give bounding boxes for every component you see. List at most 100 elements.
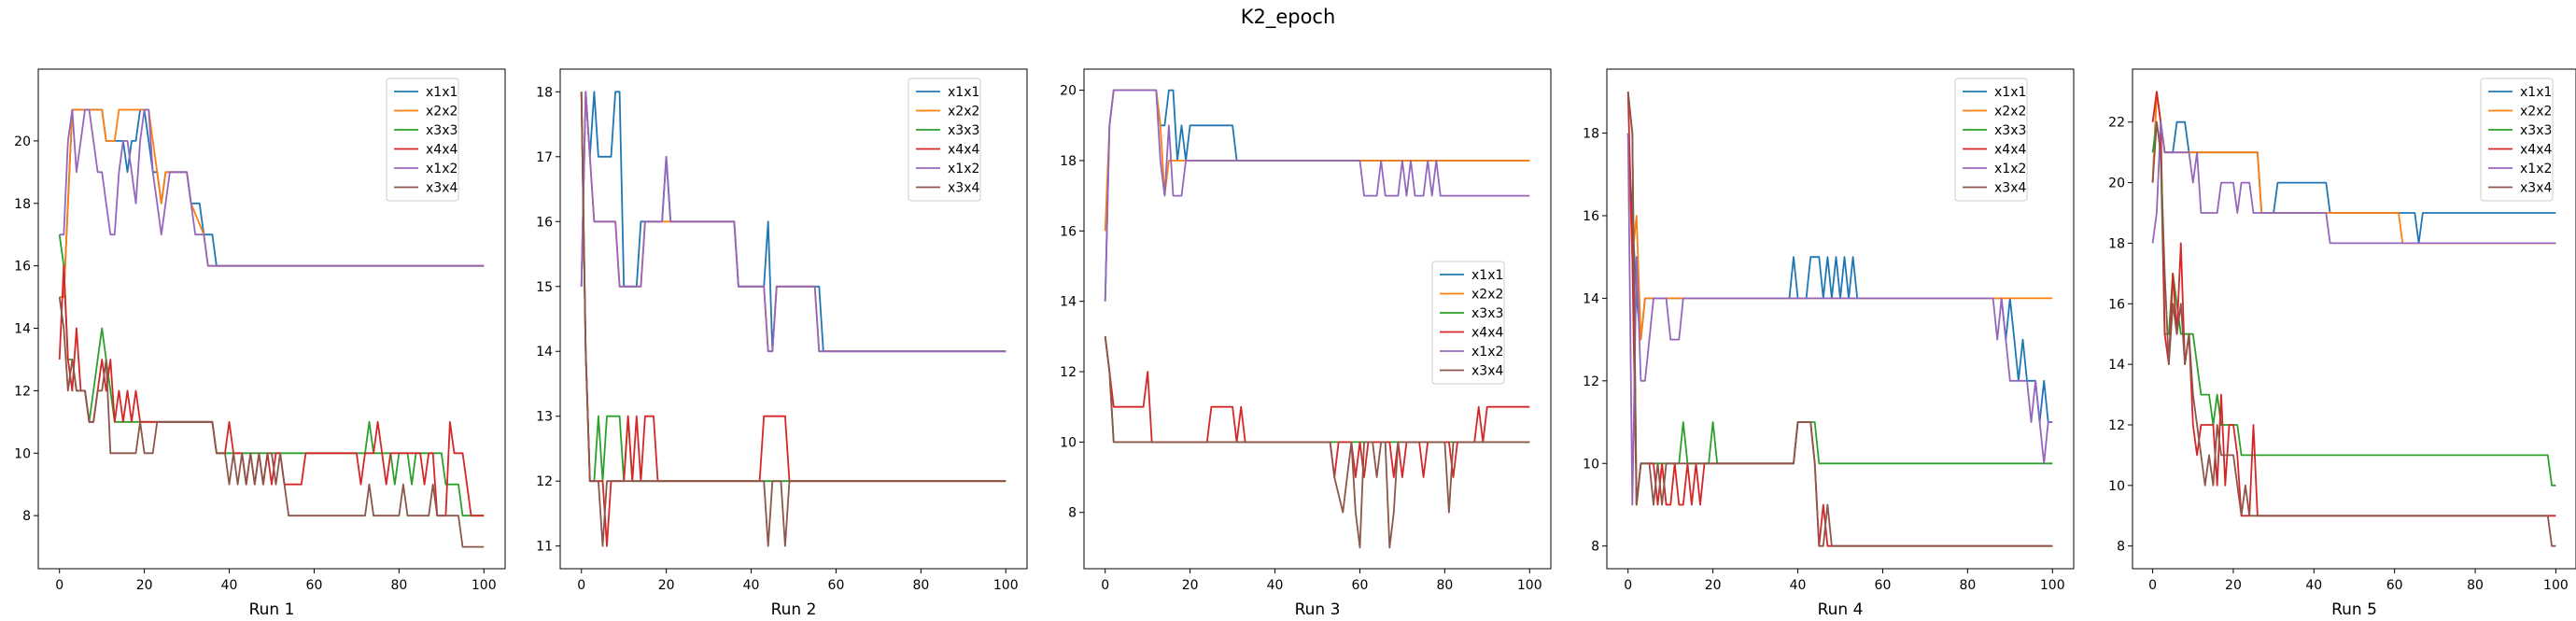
legend-label-x3x3: x3x3 <box>2520 123 2552 138</box>
axes-frame <box>37 68 506 570</box>
legend-label-x4x4: x4x4 <box>1471 326 1503 341</box>
figure-title: K2_epoch <box>1240 6 1336 28</box>
y-tick-label: 8 <box>2117 540 2125 555</box>
x-tick-label: 0 <box>55 578 63 593</box>
y-tick-label: 10 <box>2108 479 2125 494</box>
y-tick-label: 12 <box>536 474 553 489</box>
series-line-x1x2 <box>2151 120 2556 245</box>
y-tick-label: 14 <box>1060 295 1077 310</box>
y-tick-label: 14 <box>14 322 31 337</box>
y-tick-label: 17 <box>536 150 553 165</box>
legend-box <box>386 78 459 202</box>
legend-label-x3x4: x3x4 <box>2520 181 2552 196</box>
x-tick-label: 20 <box>658 578 675 593</box>
legend-label-x1x2: x1x2 <box>426 162 457 176</box>
y-tick-label: 12 <box>2108 418 2125 433</box>
series-line-x3x4 <box>2151 120 2556 547</box>
legend-label-x1x1: x1x1 <box>1471 268 1503 283</box>
y-tick-label: 20 <box>14 134 31 149</box>
x-tick-label: 20 <box>136 578 153 593</box>
x-tick-label: 20 <box>1182 578 1199 593</box>
legend-label-x2x2: x2x2 <box>2520 105 2552 120</box>
legend: x1x1 x2x2 x3x3 x4x4 x1x2 x3x4 <box>386 78 459 202</box>
chart-panel-5: 0 20 40 60 80 100 8 10 12 14 16 18 20 22 Run 5 x1x1 x2x2… <box>2108 68 2576 619</box>
chart-panel-3: 0 20 40 60 80 100 8 10 12 14 16 18 20 Run 3 x1x1 x2x2 x3… <box>1060 68 1552 619</box>
x-axis-label: Run 4 <box>1818 600 1864 619</box>
y-tick-label: 14 <box>2108 358 2125 373</box>
legend-label-x3x4: x3x4 <box>1994 181 2026 196</box>
y-tick-label: 10 <box>1583 457 1599 472</box>
y-tick-label: 20 <box>2108 176 2125 191</box>
legend-box <box>1954 78 2028 202</box>
y-tick-label: 16 <box>1060 224 1077 239</box>
legend-label-x4x4: x4x4 <box>948 143 979 158</box>
legend-label-x2x2: x2x2 <box>1994 105 2026 120</box>
series-line-x3x4 <box>580 92 1006 547</box>
x-tick-label: 80 <box>912 578 929 593</box>
legend-label-x1x2: x1x2 <box>1471 345 1503 360</box>
legend-box <box>908 78 981 202</box>
legend: x1x1 x2x2 x3x3 x4x4 x1x2 x3x4 <box>908 78 981 202</box>
y-tick-label: 20 <box>1060 84 1077 99</box>
legend-label-x1x1: x1x1 <box>426 85 457 100</box>
y-tick-label: 14 <box>536 345 553 360</box>
legend-box <box>1431 261 1505 385</box>
series-line-x3x3 <box>58 234 485 517</box>
y-tick-label: 12 <box>1583 374 1599 389</box>
legend: x1x1 x2x2 x3x3 x4x4 x1x2 x3x4 <box>1954 78 2028 202</box>
x-axis-label: Run 2 <box>771 600 817 619</box>
y-tick-label: 14 <box>1583 291 1599 306</box>
y-tick-label: 11 <box>536 540 553 555</box>
x-tick-label: 40 <box>2305 578 2322 593</box>
x-tick-label: 60 <box>1875 578 1892 593</box>
axes-frame <box>2132 68 2576 570</box>
legend: x1x1 x2x2 x3x3 x4x4 x1x2 x3x4 <box>1431 261 1505 385</box>
x-tick-label: 100 <box>1517 578 1542 593</box>
series-line-x1x2 <box>59 108 485 267</box>
legend-label-x1x1: x1x1 <box>948 85 979 100</box>
x-tick-label: 0 <box>1101 578 1109 593</box>
x-axis-label: Run 1 <box>249 600 295 619</box>
x-tick-label: 100 <box>472 578 497 593</box>
x-tick-label: 100 <box>2543 578 2569 593</box>
x-tick-label: 60 <box>1352 578 1369 593</box>
x-tick-label: 100 <box>993 578 1019 593</box>
x-tick-label: 40 <box>1267 578 1284 593</box>
legend-box <box>2480 78 2554 202</box>
x-tick-label: 60 <box>306 578 323 593</box>
legend-label-x2x2: x2x2 <box>426 105 457 120</box>
y-tick-label: 18 <box>536 85 553 100</box>
y-tick-label: 18 <box>1060 154 1077 169</box>
x-tick-label: 20 <box>2225 578 2242 593</box>
y-tick-label: 13 <box>536 410 553 425</box>
y-tick-label: 16 <box>536 215 553 230</box>
x-tick-label: 80 <box>1959 578 1976 593</box>
chart-panel-2: 0 20 40 60 80 100 11 12 13 14 15 16 17 18 Run 2 x1x1 x2x… <box>536 68 1028 619</box>
x-tick-label: 0 <box>577 578 585 593</box>
legend-label-x2x2: x2x2 <box>948 105 979 120</box>
axes-frame <box>1083 68 1552 570</box>
x-tick-label: 0 <box>1624 578 1632 593</box>
x-tick-label: 60 <box>828 578 845 593</box>
legend-label-x1x1: x1x1 <box>1994 85 2026 100</box>
legend-label-x1x2: x1x2 <box>1994 162 2026 176</box>
x-tick-label: 80 <box>1436 578 1453 593</box>
legend-label-x3x4: x3x4 <box>1471 364 1503 379</box>
x-tick-label: 40 <box>743 578 760 593</box>
y-tick-label: 12 <box>1060 365 1077 380</box>
series-line-x3x4 <box>1626 92 2053 547</box>
series-line-x1x2 <box>1104 89 1530 302</box>
legend-label-x4x4: x4x4 <box>2520 143 2552 158</box>
x-tick-label: 40 <box>221 578 238 593</box>
y-tick-label: 8 <box>1591 540 1599 555</box>
y-tick-label: 10 <box>1060 435 1077 450</box>
series-line-x1x2 <box>1626 133 2053 506</box>
series-line-x3x4 <box>58 296 485 548</box>
legend-label-x1x1: x1x1 <box>2520 85 2552 100</box>
x-tick-label: 100 <box>2040 578 2065 593</box>
x-axis-label: Run 5 <box>2331 600 2377 619</box>
y-tick-label: 8 <box>1068 506 1077 521</box>
legend: x1x1 x2x2 x3x3 x4x4 x1x2 x3x4 <box>2480 78 2554 202</box>
legend-label-x1x2: x1x2 <box>948 162 979 176</box>
